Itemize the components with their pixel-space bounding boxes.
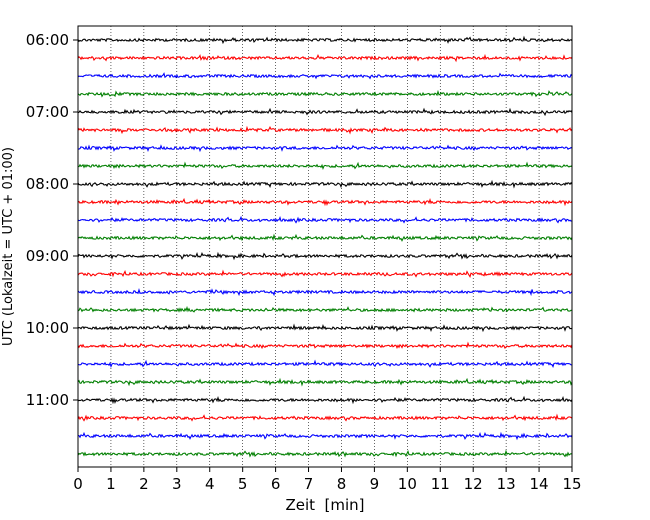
- seismic-trace-line: [77, 179, 573, 189]
- y-tick-label: 11:00: [26, 391, 69, 409]
- seismic-trace-line: [77, 35, 573, 45]
- seismic-trace-line: [77, 251, 573, 261]
- y-tick-label: 09:00: [26, 247, 69, 265]
- seismic-trace-line: [77, 359, 573, 369]
- seismic-trace-line: [77, 449, 573, 458]
- y-tick-label: 06:00: [26, 31, 69, 49]
- x-tick-label: 5: [238, 475, 248, 493]
- seismic-trace-line: [77, 125, 573, 135]
- x-axis-ticks: 0 1 2 3 4 5 6 7 8 9 10 11 12 13 14 15: [73, 467, 582, 493]
- seismic-trace-line: [77, 395, 573, 405]
- seismic-trace-line: [77, 233, 573, 242]
- x-tick-label: 7: [304, 475, 314, 493]
- x-tick-label: 10: [398, 475, 417, 493]
- y-tick-label: 08:00: [26, 175, 69, 193]
- seismic-trace-line: [77, 107, 573, 117]
- y-axis-label: UTC (Lokalzeit = UTC + 01:00): [1, 147, 16, 346]
- x-tick-label: 15: [562, 475, 581, 493]
- seismic-trace-line: [77, 287, 573, 297]
- x-tick-label: 12: [464, 475, 483, 493]
- seismic-trace-line: [77, 431, 573, 441]
- x-tick-label: 8: [337, 475, 347, 493]
- x-tick-label: 0: [73, 475, 83, 493]
- seismic-trace-line: [77, 215, 573, 224]
- x-tick-label: 9: [370, 475, 380, 493]
- seismic-trace-line: [77, 53, 573, 63]
- x-tick-label: 3: [172, 475, 182, 493]
- seismic-trace-line: [77, 161, 573, 171]
- seismic-trace-line: [77, 341, 573, 350]
- seismic-trace-line: [77, 305, 573, 313]
- y-tick-label: 07:00: [26, 103, 69, 121]
- x-tick-label: 13: [497, 475, 516, 493]
- seismic-trace-line: [77, 144, 573, 153]
- x-tick-label: 2: [139, 475, 149, 493]
- x-axis-label: Zeit [min]: [285, 496, 364, 514]
- seismic-trace-line: [77, 413, 573, 422]
- x-tick-label: 1: [106, 475, 116, 493]
- seismic-trace-line: [77, 72, 573, 80]
- seismic-trace-line: [77, 323, 573, 333]
- y-tick-label: 10:00: [26, 319, 69, 337]
- x-tick-label: 11: [431, 475, 450, 493]
- plot-area-frame: [77, 25, 573, 468]
- seismic-traces: [77, 35, 573, 458]
- seismic-trace-line: [77, 89, 573, 98]
- seismic-trace-line: [77, 269, 573, 278]
- seismic-trace-line: [77, 197, 573, 207]
- x-tick-label: 4: [205, 475, 215, 493]
- y-axis-ticks: 06:00 07:00 08:00 09:00 10:00 11:00: [26, 31, 78, 409]
- seismic-trace-line: [77, 377, 573, 387]
- x-tick-label: 14: [530, 475, 549, 493]
- x-tick-label: 6: [271, 475, 281, 493]
